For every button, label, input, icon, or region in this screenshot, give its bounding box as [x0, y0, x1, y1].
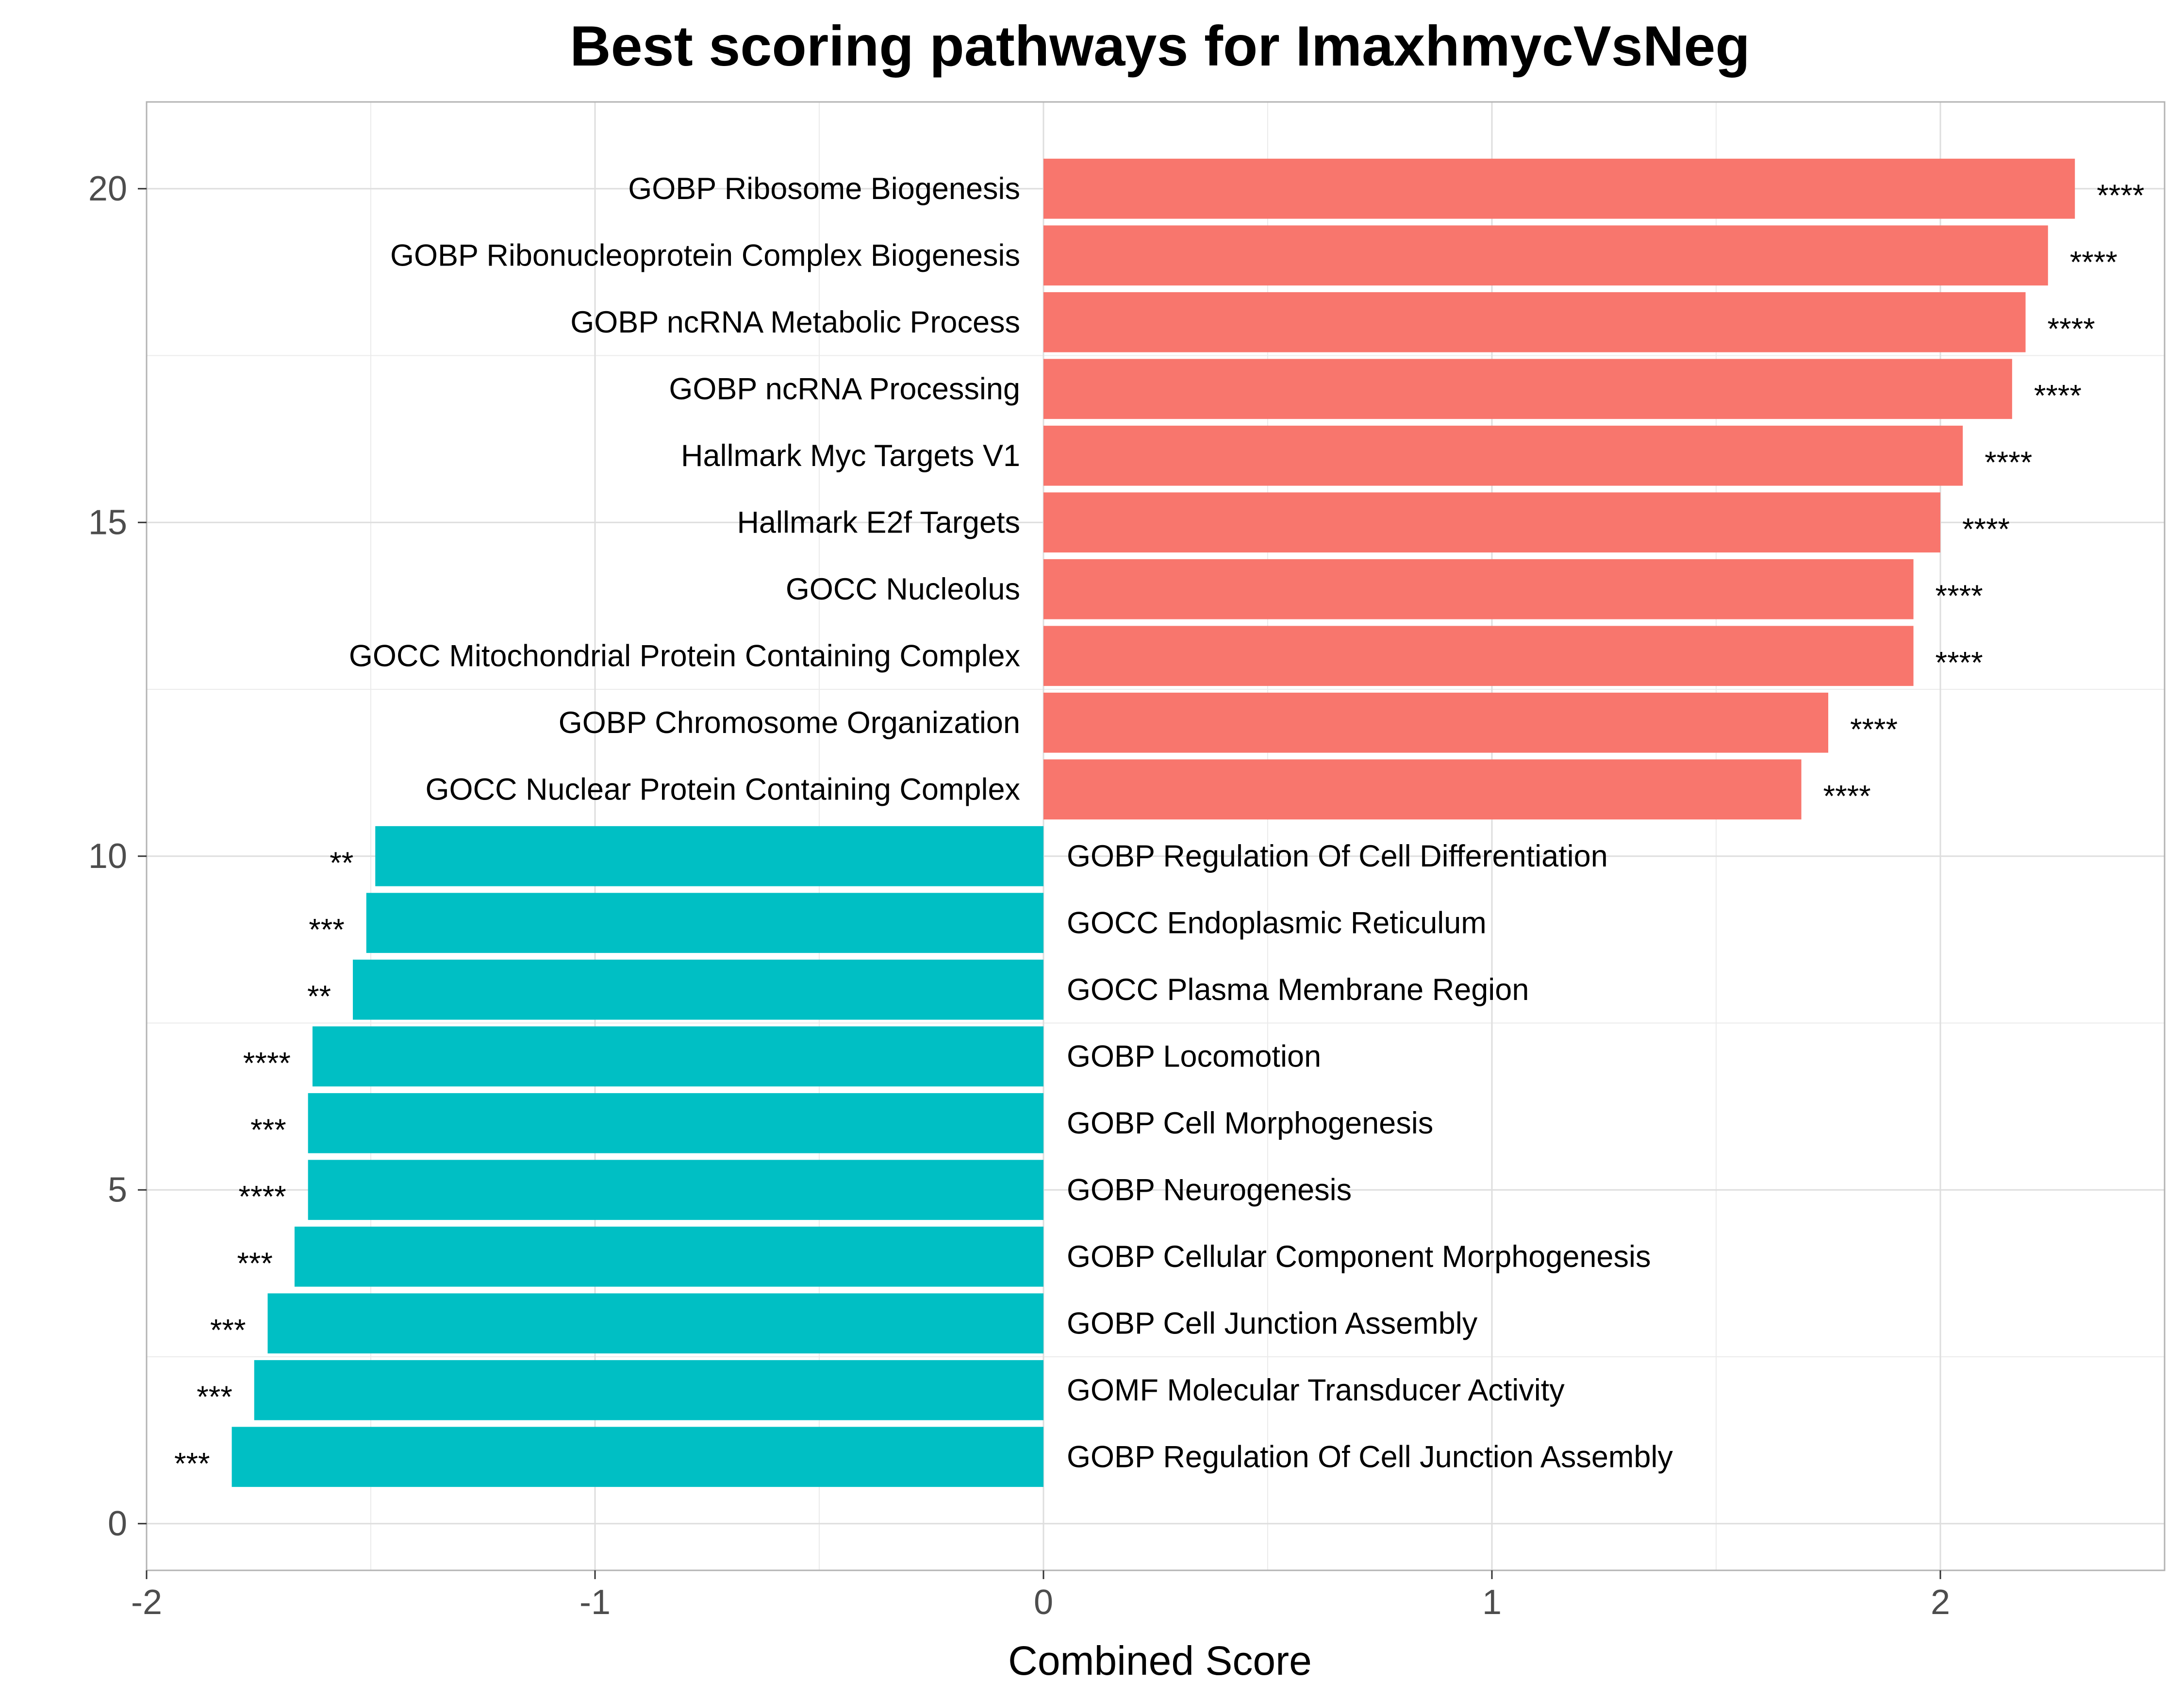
significance-label: **** [2070, 245, 2118, 279]
significance-label: **** [1985, 446, 2032, 480]
significance-label: *** [250, 1113, 286, 1147]
bar-label: GOCC Plasma Membrane Region [1067, 973, 1529, 1007]
bar [1043, 225, 2048, 286]
bar [366, 893, 1043, 953]
significance-label: ** [330, 846, 353, 880]
bar [1043, 492, 1940, 553]
y-tick-label: 20 [88, 169, 127, 208]
significance-label: **** [2097, 179, 2144, 213]
bar [1043, 359, 2012, 419]
bar [1043, 292, 2026, 352]
bar-label: GOBP Locomotion [1067, 1039, 1321, 1073]
bar [375, 826, 1043, 886]
bar-label: GOBP ncRNA Metabolic Process [570, 305, 1020, 339]
bar-labels: GOBP Ribosome Biogenesis ****GOBP Ribonuc… [174, 172, 2144, 1481]
x-tick-label: 1 [1482, 1583, 1502, 1622]
bar-label: GOBP Ribonucleoprotein Complex Biogenesi… [390, 238, 1020, 272]
bars [232, 158, 2075, 1487]
significance-label: **** [1936, 646, 1983, 680]
bar-label: GOCC Mitochondrial Protein Containing Co… [349, 639, 1020, 673]
significance-label: ** [307, 980, 331, 1014]
bar [1043, 759, 1802, 820]
bar [308, 1093, 1043, 1153]
bar [294, 1226, 1044, 1287]
y-tick-label: 10 [88, 837, 127, 876]
bar [312, 1026, 1043, 1087]
bar-label: GOBP Neurogenesis [1067, 1173, 1352, 1207]
significance-label: **** [2048, 312, 2095, 346]
significance-label: **** [1962, 512, 2010, 546]
bar-label: GOBP Cell Morphogenesis [1067, 1106, 1433, 1140]
bar-label: GOCC Endoplasmic Reticulum [1067, 906, 1487, 940]
significance-label: *** [237, 1247, 273, 1281]
bar [1043, 425, 1963, 486]
bar-label: GOBP Regulation Of Cell Differentiation [1067, 839, 1608, 873]
significance-label: **** [1936, 579, 1983, 613]
chart-title: Best scoring pathways for ImaxhmycVsNeg [570, 14, 1750, 78]
bar-label: Hallmark E2f Targets [737, 505, 1020, 539]
bar-label: GOMF Molecular Transducer Activity [1067, 1373, 1565, 1407]
significance-label: *** [197, 1380, 232, 1414]
y-tick-label: 15 [88, 503, 127, 542]
bar-label: GOBP ncRNA Processing [669, 372, 1020, 406]
panel-border [146, 101, 2166, 1571]
bar [1043, 158, 2075, 219]
y-tick-label: 0 [108, 1504, 127, 1543]
x-axis-title: Combined Score [1008, 1638, 1312, 1683]
bar [1043, 559, 1914, 619]
significance-label: *** [174, 1447, 210, 1481]
bar-label: GOCC Nuclear Protein Containing Complex [425, 772, 1020, 806]
bar [254, 1360, 1043, 1420]
significance-label: *** [309, 913, 345, 947]
x-tick-label: 0 [1034, 1583, 1053, 1622]
bar [267, 1293, 1043, 1354]
bar [1043, 626, 1914, 686]
x-tick-label: 2 [1931, 1583, 1950, 1622]
significance-label: **** [1823, 779, 1871, 813]
significance-label: **** [239, 1180, 286, 1214]
bar-label: GOBP Cellular Component Morphogenesis [1067, 1240, 1651, 1274]
significance-label: **** [1850, 713, 1898, 747]
significance-label: **** [2034, 379, 2082, 413]
significance-label: **** [243, 1046, 291, 1080]
bar [232, 1427, 1043, 1487]
bar [353, 959, 1043, 1020]
x-tick-label: -1 [579, 1583, 611, 1622]
bar-label: GOBP Ribosome Biogenesis [628, 172, 1020, 206]
bar-label: GOBP Chromosome Organization [559, 706, 1020, 740]
bar-label: GOCC Nucleolus [786, 572, 1020, 606]
y-tick-label: 5 [108, 1170, 127, 1209]
bar-label: GOBP Cell Junction Assembly [1067, 1306, 1478, 1340]
significance-label: *** [210, 1313, 246, 1347]
x-tick-label: -2 [131, 1583, 162, 1622]
bar-label: Hallmark Myc Targets V1 [681, 439, 1020, 473]
bar [308, 1160, 1043, 1220]
bar [1043, 692, 1828, 753]
bar-label: GOBP Regulation Of Cell Junction Assembl… [1067, 1440, 1673, 1474]
